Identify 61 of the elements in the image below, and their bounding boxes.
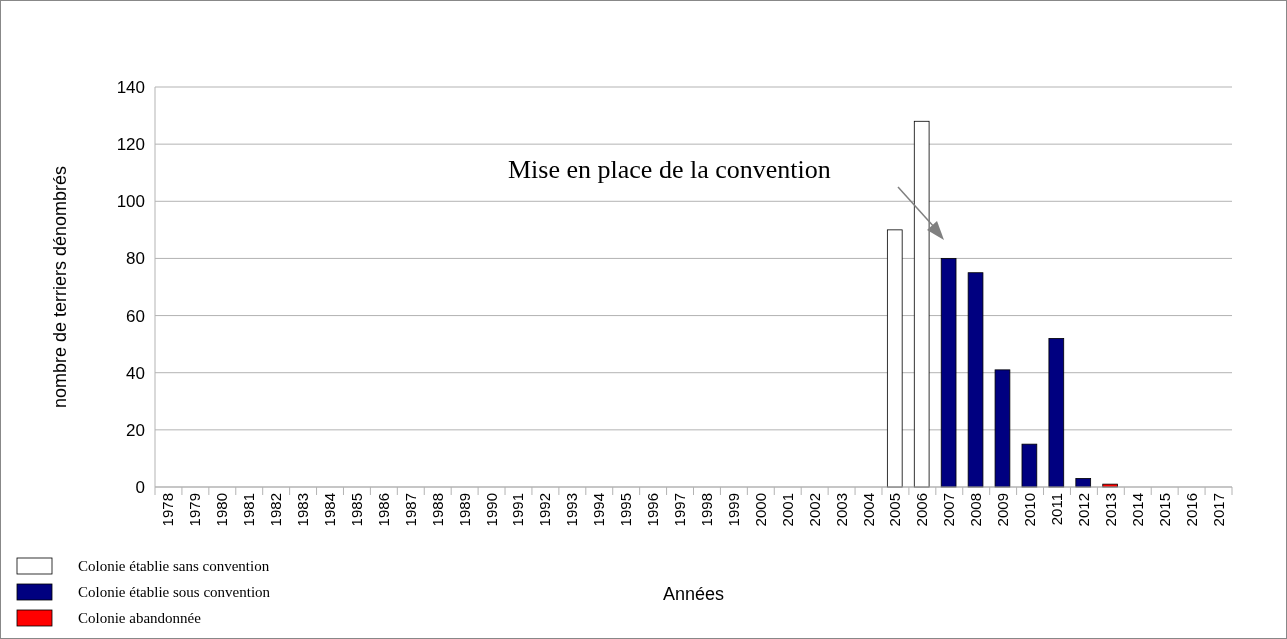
y-tick-label: 0 (135, 477, 145, 497)
annotation: Mise en place de la convention (508, 155, 831, 184)
x-tick-label: 2009 (994, 493, 1012, 527)
bar (940, 258, 957, 488)
bar (967, 272, 984, 488)
y-tick-label: 80 (126, 249, 145, 269)
y-tick-label: 60 (126, 306, 145, 326)
x-tick-label: 1998 (697, 493, 715, 527)
x-tick-label: 1988 (428, 493, 446, 527)
x-tick-label: 1984 (321, 493, 339, 527)
y-tick-label: 140 (116, 77, 145, 97)
y-tick-label: 100 (116, 192, 145, 212)
x-tick-label: 2013 (1101, 493, 1119, 527)
bar (994, 369, 1011, 488)
bar (913, 120, 930, 488)
x-tick-label: 1991 (509, 493, 527, 527)
x-tick-label: 1989 (455, 493, 473, 527)
bar (1021, 443, 1038, 488)
x-tick-label: 2011 (1047, 493, 1065, 526)
x-tick-label: 2010 (1021, 493, 1039, 527)
x-tick-label: 1992 (536, 493, 554, 527)
x-tick-label: 2005 (886, 493, 904, 527)
x-tick-label: 1994 (590, 493, 608, 527)
bar (1048, 338, 1065, 488)
x-tick-label: 1999 (724, 493, 742, 527)
x-tick-label: 2002 (805, 493, 823, 527)
x-tick-label: 1978 (159, 493, 177, 527)
x-tick-label: 2015 (1155, 493, 1173, 527)
x-tick-label: 2007 (940, 493, 958, 527)
y-tick-label: 40 (126, 363, 145, 383)
x-tick-label: 1987 (401, 493, 419, 527)
x-tick-label: 2006 (913, 493, 931, 527)
x-tick-label: 1985 (347, 493, 365, 527)
legend-label: Colonie établie sous convention (78, 584, 271, 601)
x-tick-label: 1997 (671, 493, 689, 527)
legend-label: Colonie abandonnée (78, 610, 202, 627)
x-tick-label: 1979 (186, 493, 204, 527)
legend-label: Colonie établie sans convention (78, 558, 270, 575)
y-axis-title: nombre de terriers dénombrés (50, 165, 70, 409)
x-tick-label: 1996 (644, 493, 662, 527)
x-tick-label: 2004 (859, 493, 877, 527)
x-tick-label: 1990 (482, 493, 500, 527)
x-tick-label: 2001 (778, 493, 796, 527)
x-tick-label: 1982 (267, 493, 285, 527)
x-tick-label: 2014 (1128, 493, 1146, 527)
x-tick-label: 2003 (832, 493, 850, 527)
x-tick-label: 2008 (967, 493, 985, 527)
x-tick-label: 1995 (617, 493, 635, 527)
x-tick-label: 1981 (240, 493, 258, 527)
y-tick-label: 120 (116, 135, 145, 155)
x-tick-label: 2017 (1209, 493, 1227, 527)
x-tick-label: 1993 (563, 493, 581, 527)
x-tick-label: 1986 (374, 493, 392, 527)
x-axis-title: Années (662, 584, 725, 604)
x-tick-label: 2016 (1182, 493, 1200, 527)
x-tick-label: 2012 (1074, 493, 1092, 527)
x-tick-label: 1983 (294, 493, 312, 527)
x-tick-label: 1980 (213, 493, 231, 527)
bar (886, 229, 903, 488)
x-tick-label: 2000 (751, 493, 769, 527)
y-tick-label: 20 (126, 420, 145, 440)
